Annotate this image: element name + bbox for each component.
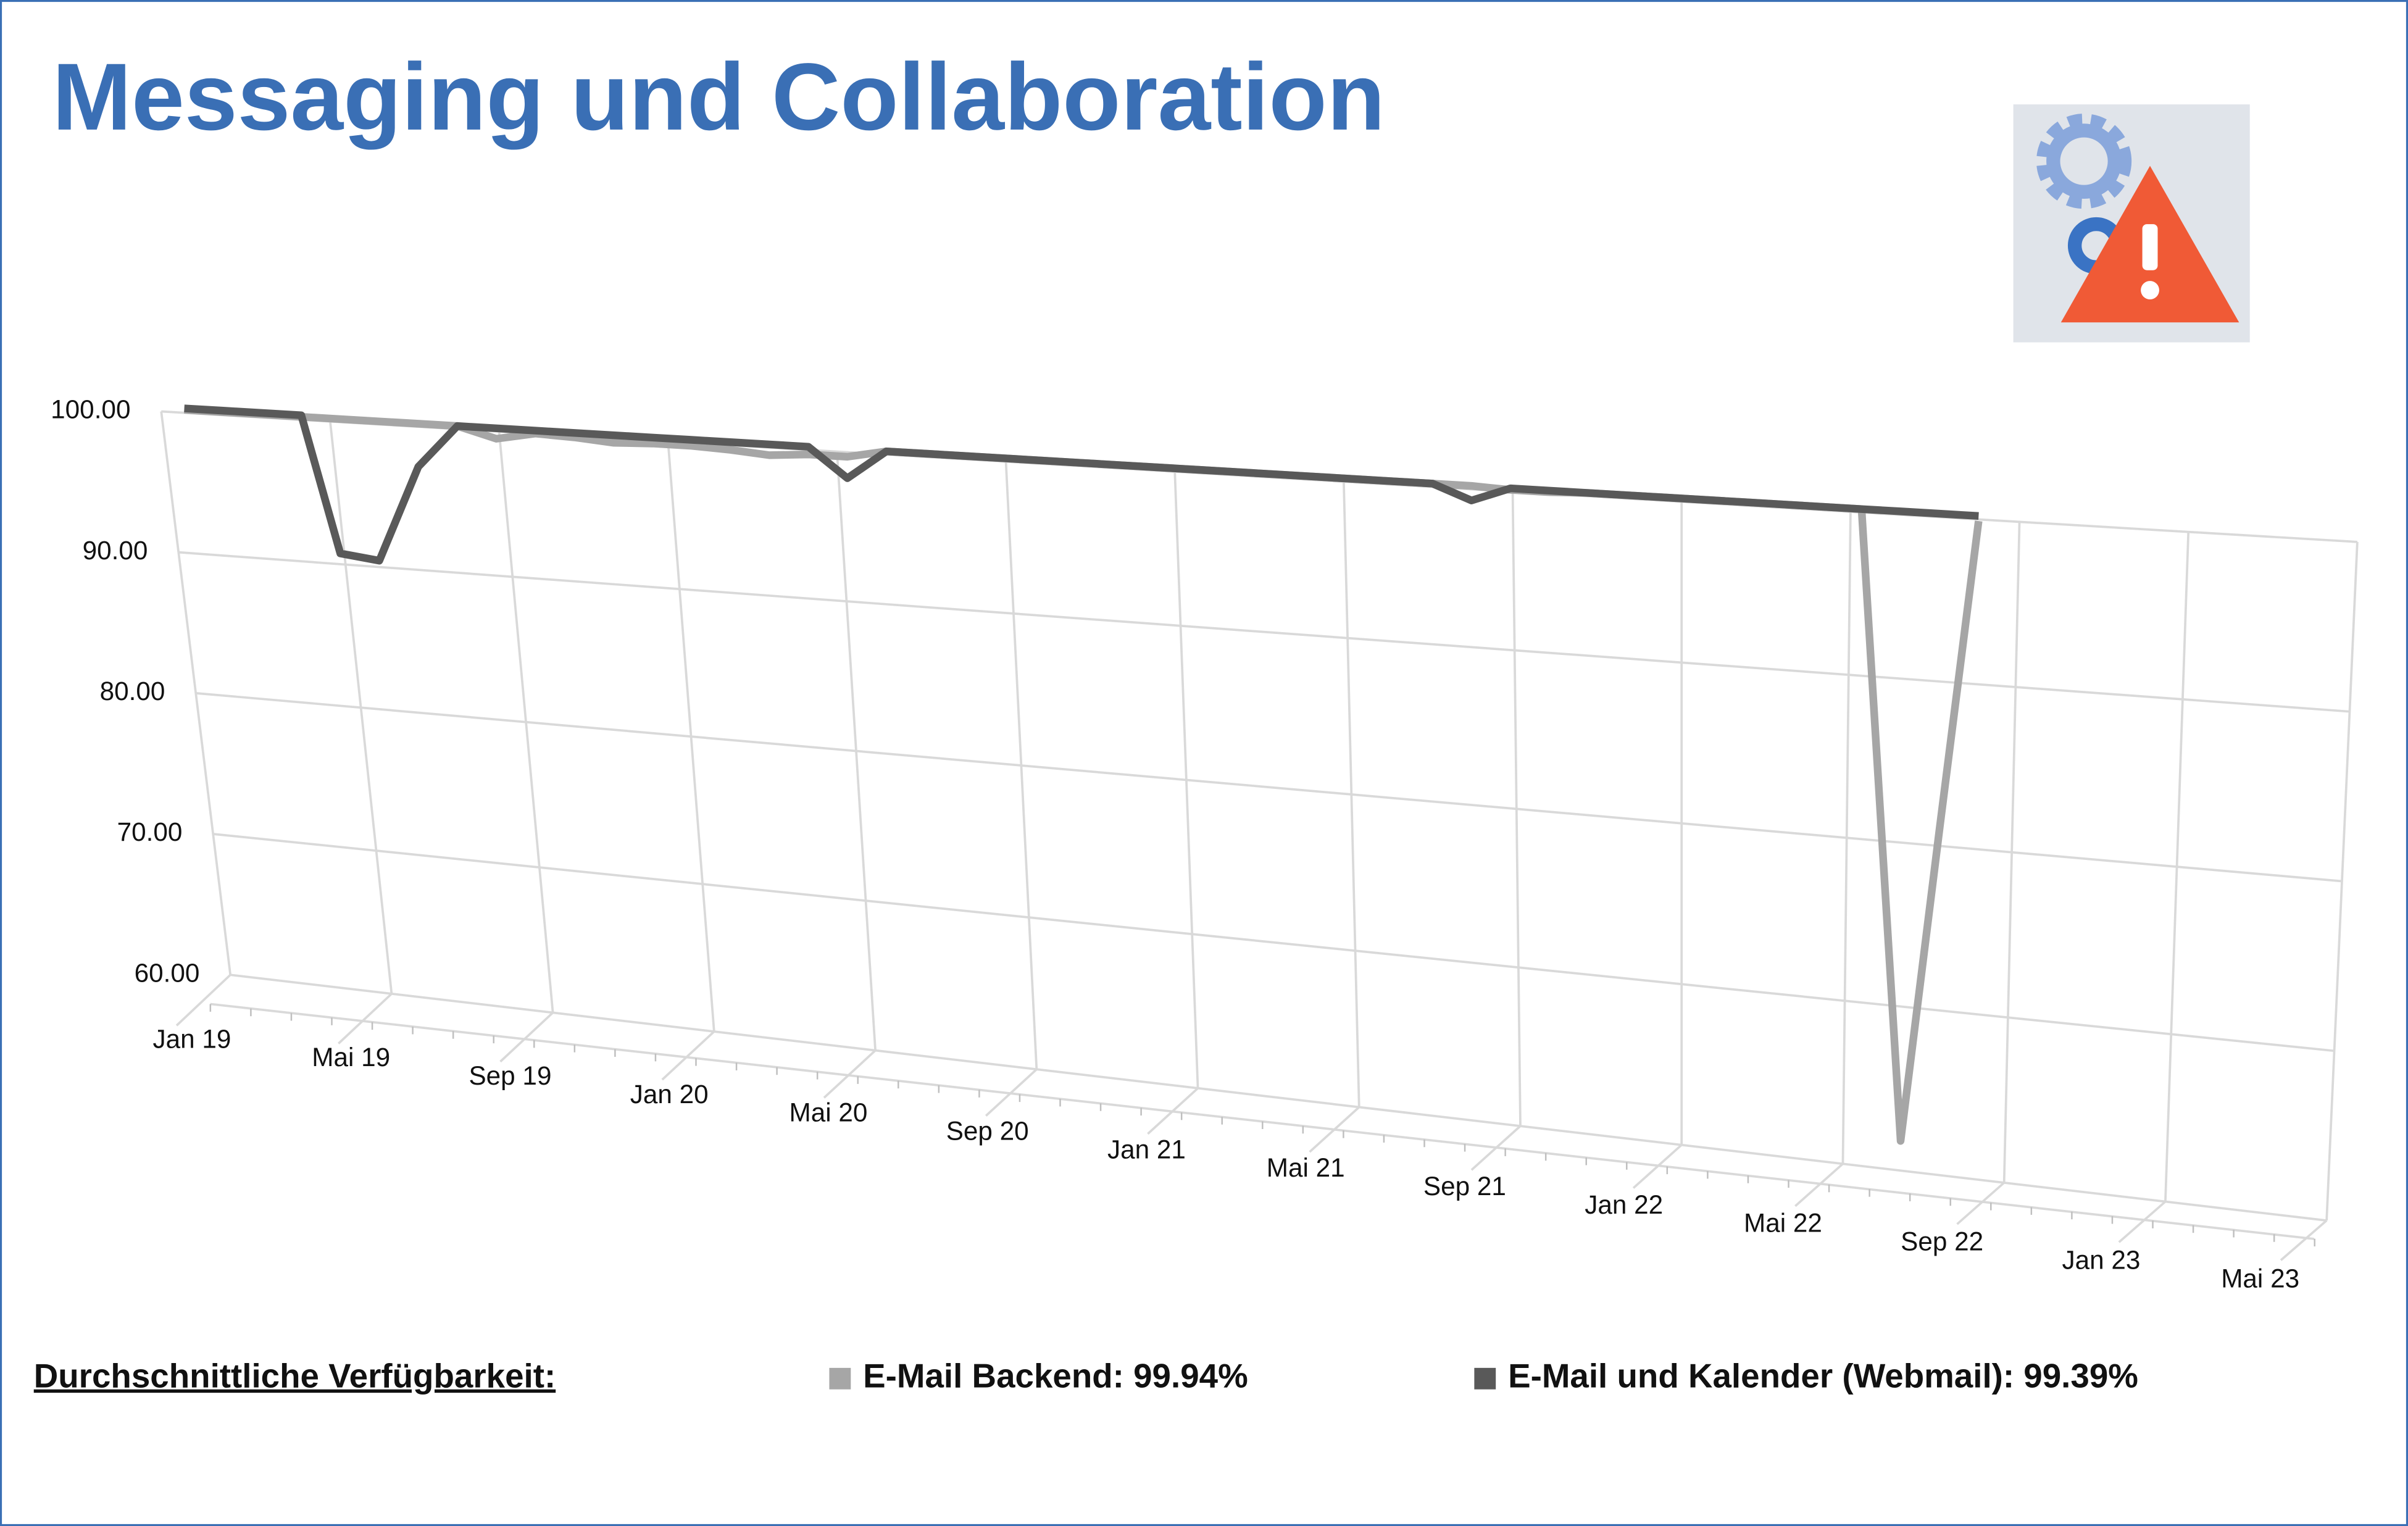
floor-line	[338, 993, 393, 1044]
grid-line-x	[1511, 491, 1522, 1127]
grid-line-x	[498, 431, 554, 1013]
grid-line-x	[836, 451, 877, 1051]
grid-line	[230, 974, 2327, 1222]
grid-line-x	[329, 421, 393, 994]
floor-line	[2280, 1219, 2328, 1261]
grid-line-x	[1173, 471, 1199, 1088]
grid-line-x	[160, 411, 232, 975]
y-tick-label: 80.00	[100, 677, 165, 706]
x-tick-label: Jan 22	[1585, 1190, 1663, 1219]
icon	[2013, 104, 2250, 343]
floor-line	[1956, 1182, 2005, 1225]
y-tick-label: 90.00	[83, 536, 148, 565]
floor-line	[1470, 1125, 1522, 1171]
y-tick-label: 70.00	[117, 817, 183, 846]
grid-line-x	[2164, 532, 2190, 1202]
floor-line	[823, 1049, 877, 1099]
x-tick-label: Jan 19	[153, 1024, 231, 1053]
x-tick-label: Sep 20	[946, 1117, 1029, 1146]
grid-line	[213, 833, 2335, 1053]
x-tick-label: Mai 21	[1267, 1153, 1345, 1182]
footer-label: Durchschnittliche Verfügbarkeit:	[34, 1357, 556, 1395]
legend-swatch	[829, 1367, 851, 1390]
grid-line-x	[1841, 512, 1852, 1164]
legend-swatch	[1474, 1367, 1496, 1390]
x-tick-label: Jan 20	[630, 1080, 709, 1109]
floor-line	[499, 1012, 554, 1063]
y-tick-label: 100.00	[51, 395, 130, 424]
floor-line	[1309, 1106, 1360, 1153]
floor-line	[2118, 1201, 2167, 1243]
floor-line	[175, 974, 231, 1027]
series-line	[184, 404, 1979, 565]
grid-line	[196, 691, 2343, 883]
x-tick-label: Sep 19	[469, 1061, 551, 1090]
grid-line-x	[2325, 541, 2359, 1221]
grid-line	[178, 551, 2350, 713]
grid-line-x	[2002, 522, 2021, 1183]
x-tick-label: Sep 21	[1423, 1172, 1506, 1201]
grid-line-x	[667, 441, 715, 1032]
x-tick-label: Jan 21	[1107, 1135, 1186, 1164]
x-tick-label: Jan 23	[2062, 1245, 2140, 1274]
grid-line-x	[1004, 461, 1038, 1070]
x-tick-label: Mai 22	[1744, 1209, 1822, 1238]
floor-line	[661, 1030, 715, 1081]
x-tick-label: Mai 20	[789, 1098, 868, 1127]
legend-label: E-Mail Backend: 99.94%	[863, 1357, 1248, 1395]
floor-line	[1147, 1087, 1199, 1135]
x-tick-label: Sep 22	[1901, 1227, 1983, 1256]
floor-line	[985, 1068, 1038, 1117]
x-tick-label: Mai 23	[2221, 1264, 2299, 1293]
x-tick-label: Mai 19	[312, 1043, 390, 1072]
floor-line	[1794, 1162, 1844, 1207]
legend-label: E-Mail und Kalender (Webmail): 99.39%	[1508, 1357, 2138, 1395]
y-tick-label: 60.00	[135, 958, 200, 987]
chart-title: Messaging und Collaboration	[52, 43, 1385, 150]
grid-line-x	[1343, 482, 1360, 1107]
floor-line	[1632, 1144, 1683, 1189]
